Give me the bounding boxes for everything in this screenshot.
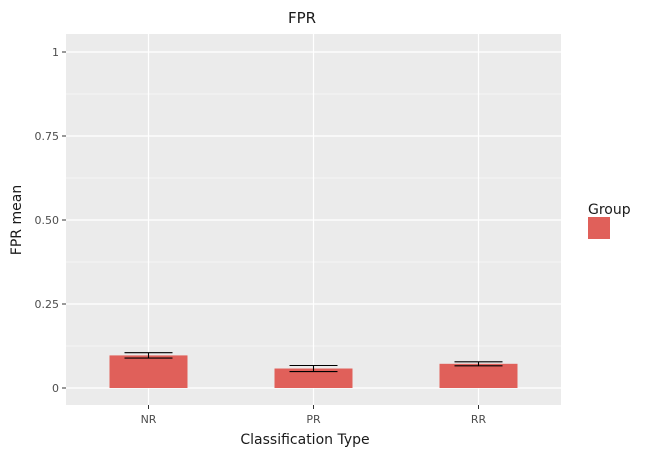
legend-title: Group — [588, 202, 631, 218]
y-axis: 0 0.25 0.50 0.75 1 — [35, 46, 66, 395]
chart-title: FPR — [288, 9, 316, 27]
y-axis-title: FPR mean — [9, 185, 25, 255]
grid-major — [66, 34, 561, 405]
y-tick-label: 0.50 — [35, 214, 60, 227]
x-tick-label: PR — [306, 413, 321, 426]
legend-key-swatch — [588, 217, 610, 239]
error-bars — [124, 352, 503, 373]
y-tick-label: 0.75 — [35, 130, 60, 143]
legend: Group — [588, 202, 631, 239]
x-tick-label: RR — [471, 413, 487, 426]
y-tick-label: 0.25 — [35, 298, 60, 311]
y-tick-label: 0 — [52, 382, 59, 395]
x-axis: NR PR RR — [141, 405, 487, 426]
bar — [109, 355, 188, 388]
y-tick-label: 1 — [52, 46, 59, 59]
x-tick-label: NR — [141, 413, 157, 426]
error-bar — [289, 364, 338, 373]
error-bar — [454, 361, 503, 367]
error-bar — [124, 352, 173, 359]
x-axis-title: Classification Type — [240, 432, 369, 448]
bar — [274, 368, 353, 388]
bars — [109, 355, 518, 388]
bar — [439, 363, 518, 388]
